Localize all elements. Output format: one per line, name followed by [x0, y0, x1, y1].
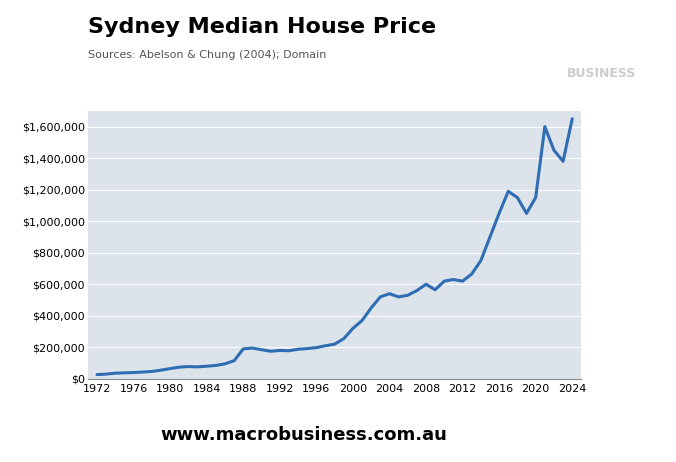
Text: MACRO: MACRO [564, 36, 639, 53]
Text: Sydney Median House Price: Sydney Median House Price [88, 17, 436, 37]
Text: Sources: Abelson & Chung (2004); Domain: Sources: Abelson & Chung (2004); Domain [88, 50, 327, 60]
Text: BUSINESS: BUSINESS [567, 67, 636, 80]
Text: www.macrobusiness.com.au: www.macrobusiness.com.au [161, 426, 448, 444]
